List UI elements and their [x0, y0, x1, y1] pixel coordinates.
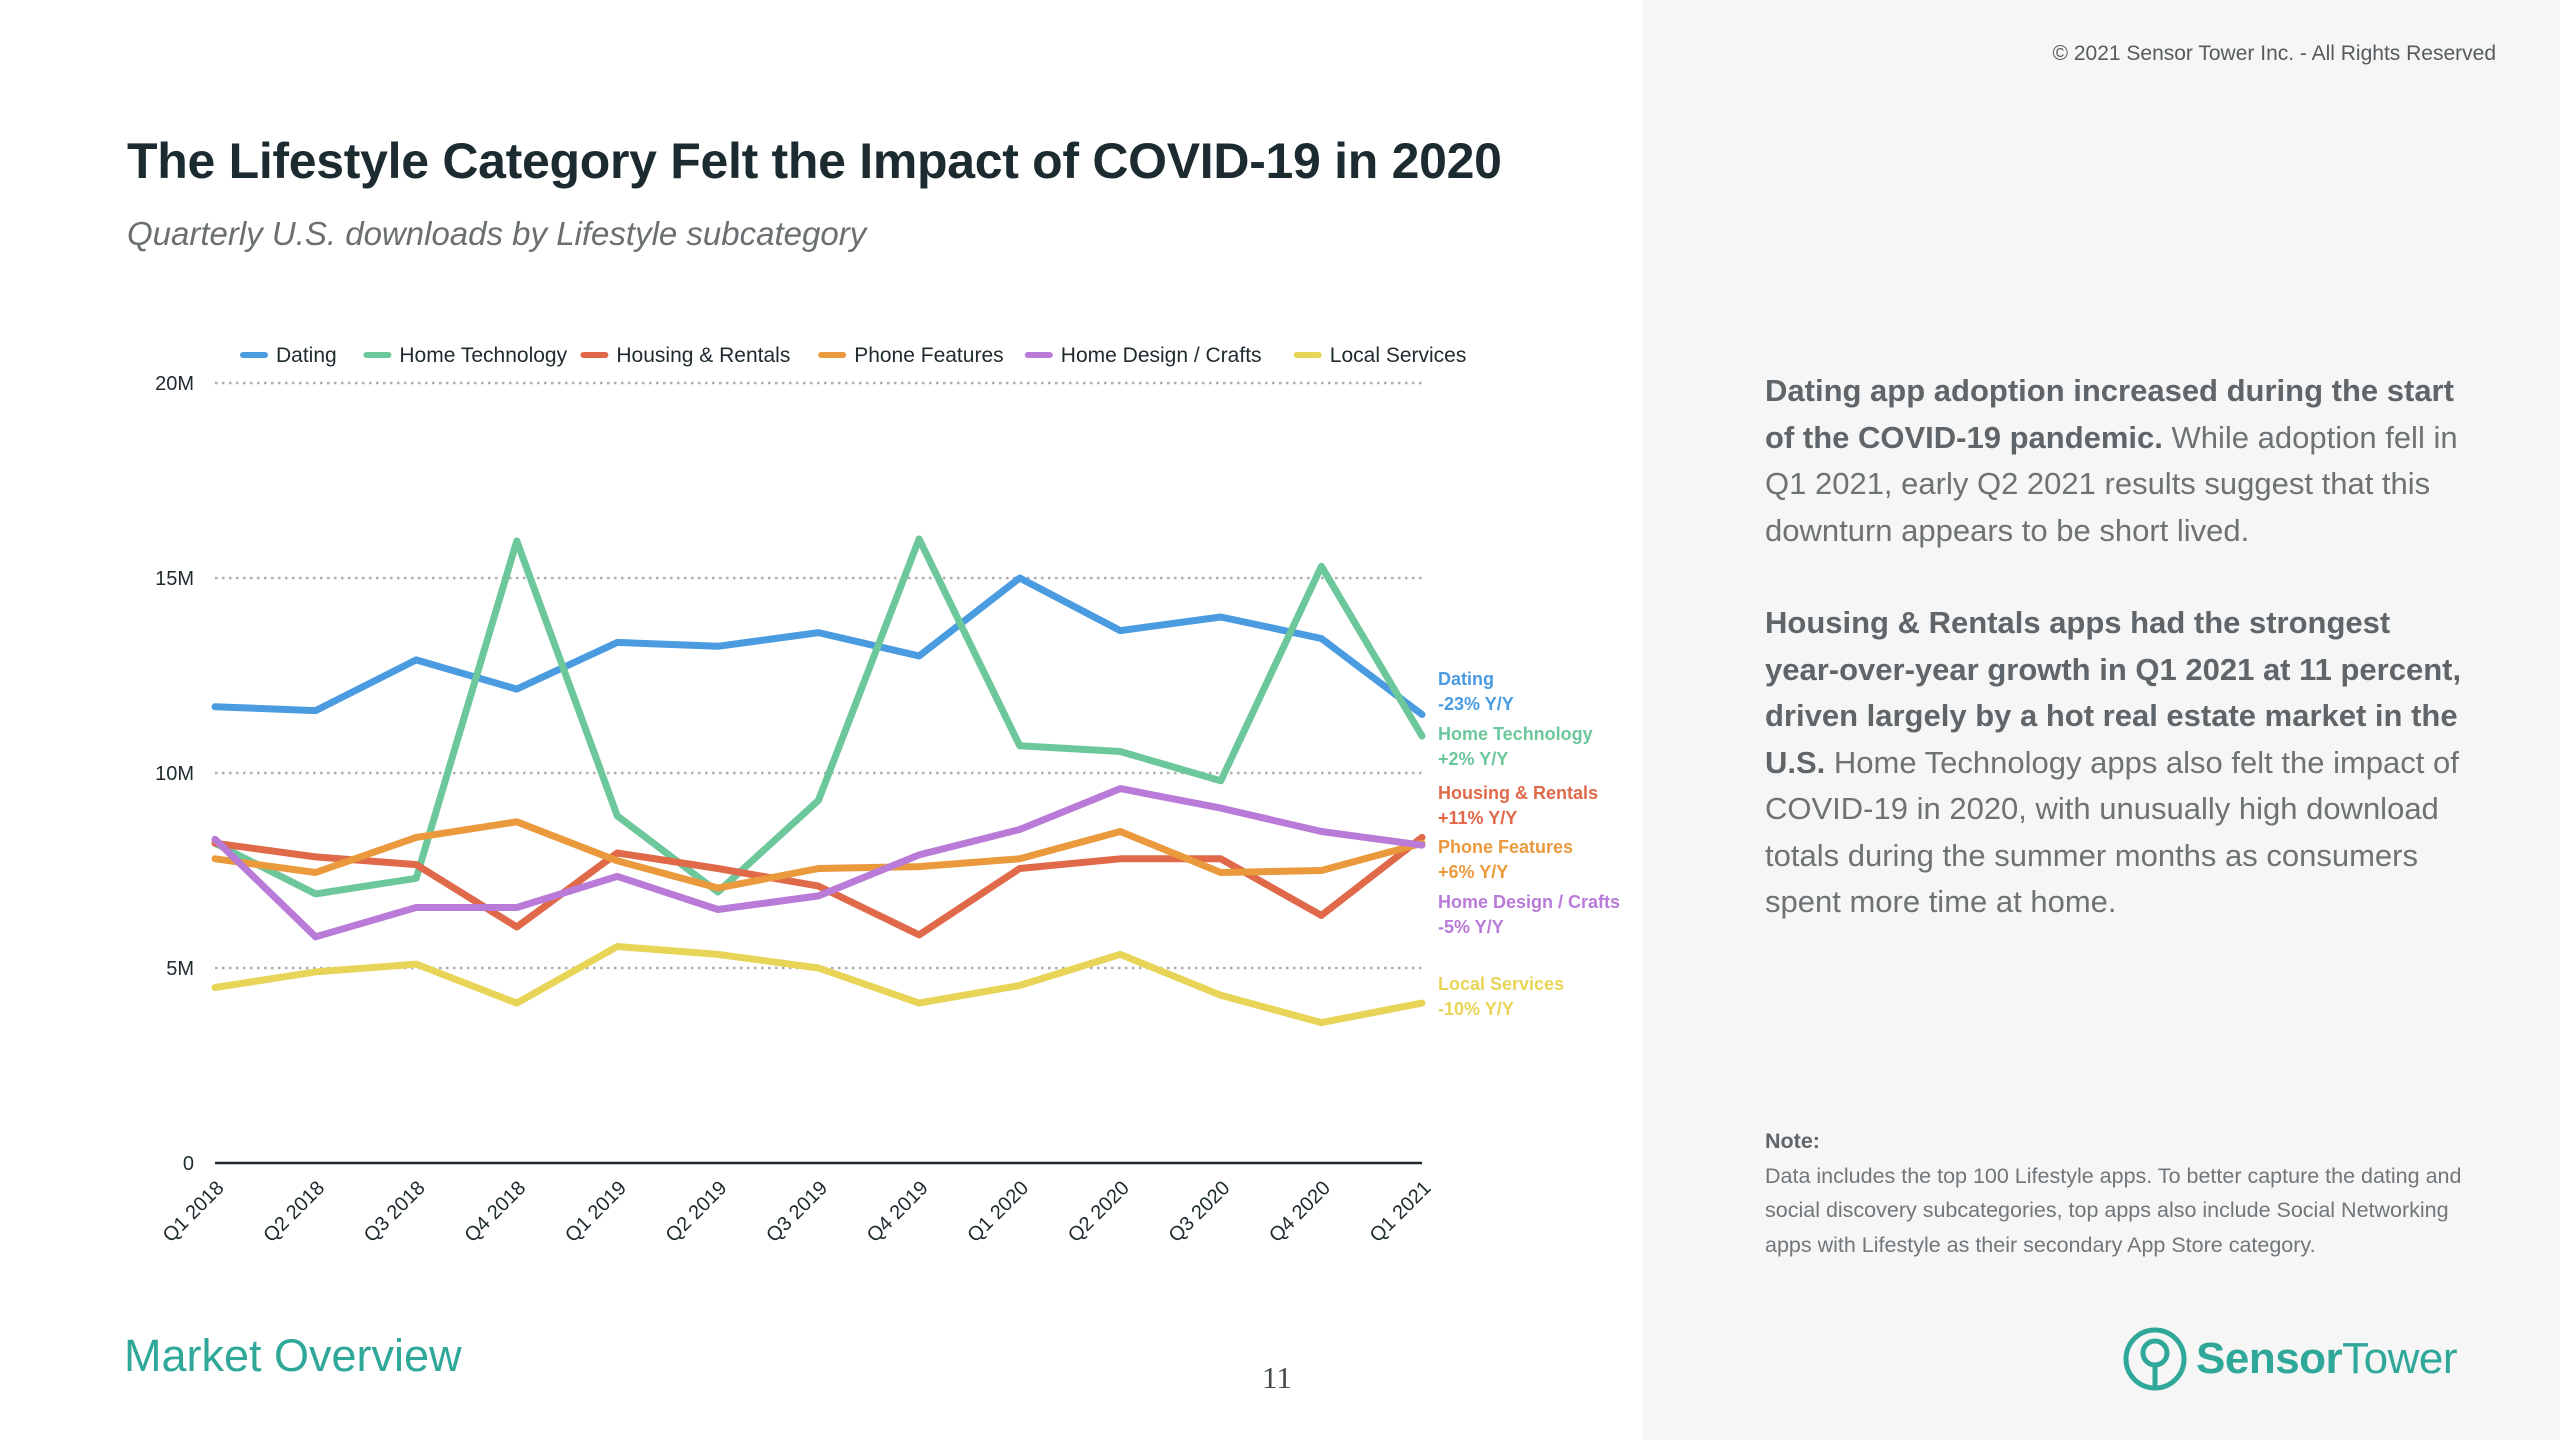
commentary-highlight-2: Housing & Rentals apps had the strongest… — [1765, 605, 2462, 780]
legend-entry-phone-features: Phone Features — [854, 344, 1003, 367]
page-title: The Lifestyle Category Felt the Impact o… — [127, 133, 1502, 189]
legend-entry-home-technology: Home Technology — [399, 344, 567, 367]
x-tick-label: Q1 2018 — [159, 1177, 229, 1247]
commentary-body-1: While adoption fell in Q1 2021, early Q2… — [1765, 419, 2458, 548]
series-line-dating — [211, 574, 1426, 718]
series-line-home-design-crafts — [211, 785, 1426, 941]
sensor-tower-wordmark: SensorTower — [2196, 1334, 2458, 1384]
x-tick-label: Q1 2021 — [1366, 1177, 1436, 1247]
commentary-text: Dating app adoption increased during the… — [1765, 368, 2465, 972]
y-tick-label: 10M — [155, 763, 194, 785]
copyright-text: © 2021 Sensor Tower Inc. - All Rights Re… — [2052, 42, 2496, 65]
y-tick-label: 5M — [166, 958, 194, 980]
page-number: 11 — [1262, 1360, 1292, 1395]
commentary-highlight-1: Dating app adoption increased during the… — [1765, 373, 2454, 455]
legend-entry-home-design-crafts: Home Design / Crafts — [1061, 344, 1262, 367]
end-change-phone-features: +6% Y/Y — [1438, 862, 1508, 882]
chart-panel — [0, 0, 1643, 1440]
end-change-housing-rentals: +11% Y/Y — [1438, 808, 1517, 828]
x-tick-label: Q3 2018 — [360, 1177, 430, 1247]
commentary-body-2: Home Technology apps also felt the impac… — [1765, 744, 2459, 920]
series-line-phone-features — [211, 818, 1426, 892]
end-label-home-technology: Home Technology — [1438, 724, 1593, 744]
page-subtitle: Quarterly U.S. downloads by Lifestyle su… — [127, 215, 867, 252]
sensor-tower-logo-icon — [2123, 1327, 2187, 1391]
wordmark-tower: Tower — [2342, 1334, 2458, 1383]
commentary-paragraph-1: Dating app adoption increased during the… — [1765, 368, 2465, 554]
x-tick-label: Q3 2019 — [762, 1177, 832, 1247]
sensor-tower-logo: SensorTower — [2122, 1326, 2458, 1392]
series-line-housing-rentals — [211, 833, 1426, 939]
x-tick-label: Q2 2018 — [259, 1177, 329, 1247]
end-change-dating: -23% Y/Y — [1438, 694, 1514, 714]
x-tick-label: Q1 2020 — [963, 1177, 1033, 1247]
end-label-local-services: Local Services — [1438, 974, 1564, 994]
line-chart: 0 5M 10M 15M 20M Q1 2018 Q2 2018 Q3 2018 Q4 2018… — [155, 344, 1620, 1247]
x-tick-label: Q4 2020 — [1265, 1177, 1335, 1247]
commentary-paragraph-2: Housing & Rentals apps had the strongest… — [1765, 600, 2465, 926]
end-label-home-design-crafts: Home Design / Crafts — [1438, 892, 1620, 912]
y-tick-label: 15M — [155, 568, 194, 590]
y-tick-label: 20M — [155, 373, 194, 395]
commentary-panel — [1643, 0, 2560, 1440]
section-name: Market Overview — [124, 1330, 462, 1381]
x-tick-label: Q4 2019 — [863, 1177, 933, 1247]
end-change-home-design-crafts: -5% Y/Y — [1438, 917, 1504, 937]
footnote: Note: Data includes the top 100 Lifestyl… — [1765, 1124, 2465, 1262]
series-line-home-technology — [211, 535, 1426, 898]
series-line-local-services — [211, 943, 1426, 1027]
legend-entry-dating: Dating — [276, 344, 337, 367]
end-label-phone-features: Phone Features — [1438, 837, 1573, 857]
legend-entry-housing-rentals: Housing & Rentals — [616, 344, 790, 367]
x-tick-label: Q3 2020 — [1165, 1177, 1235, 1247]
x-tick-label: Q1 2019 — [561, 1177, 631, 1247]
x-tick-label: Q2 2019 — [662, 1177, 732, 1247]
end-change-home-technology: +2% Y/Y — [1438, 749, 1508, 769]
footnote-text: Data includes the top 100 Lifestyle apps… — [1765, 1163, 2462, 1257]
end-label-dating: Dating — [1438, 669, 1494, 689]
end-change-local-services: -10% Y/Y — [1438, 999, 1514, 1019]
end-label-housing-rentals: Housing & Rentals — [1438, 783, 1598, 803]
wordmark-sensor: Sensor — [2196, 1334, 2343, 1383]
x-tick-label: Q2 2020 — [1064, 1177, 1134, 1247]
x-tick-label: Q4 2018 — [460, 1177, 530, 1247]
y-tick-label: 0 — [183, 1153, 194, 1175]
legend-entry-local-services: Local Services — [1330, 344, 1467, 367]
footnote-label: Note: — [1765, 1129, 1820, 1153]
